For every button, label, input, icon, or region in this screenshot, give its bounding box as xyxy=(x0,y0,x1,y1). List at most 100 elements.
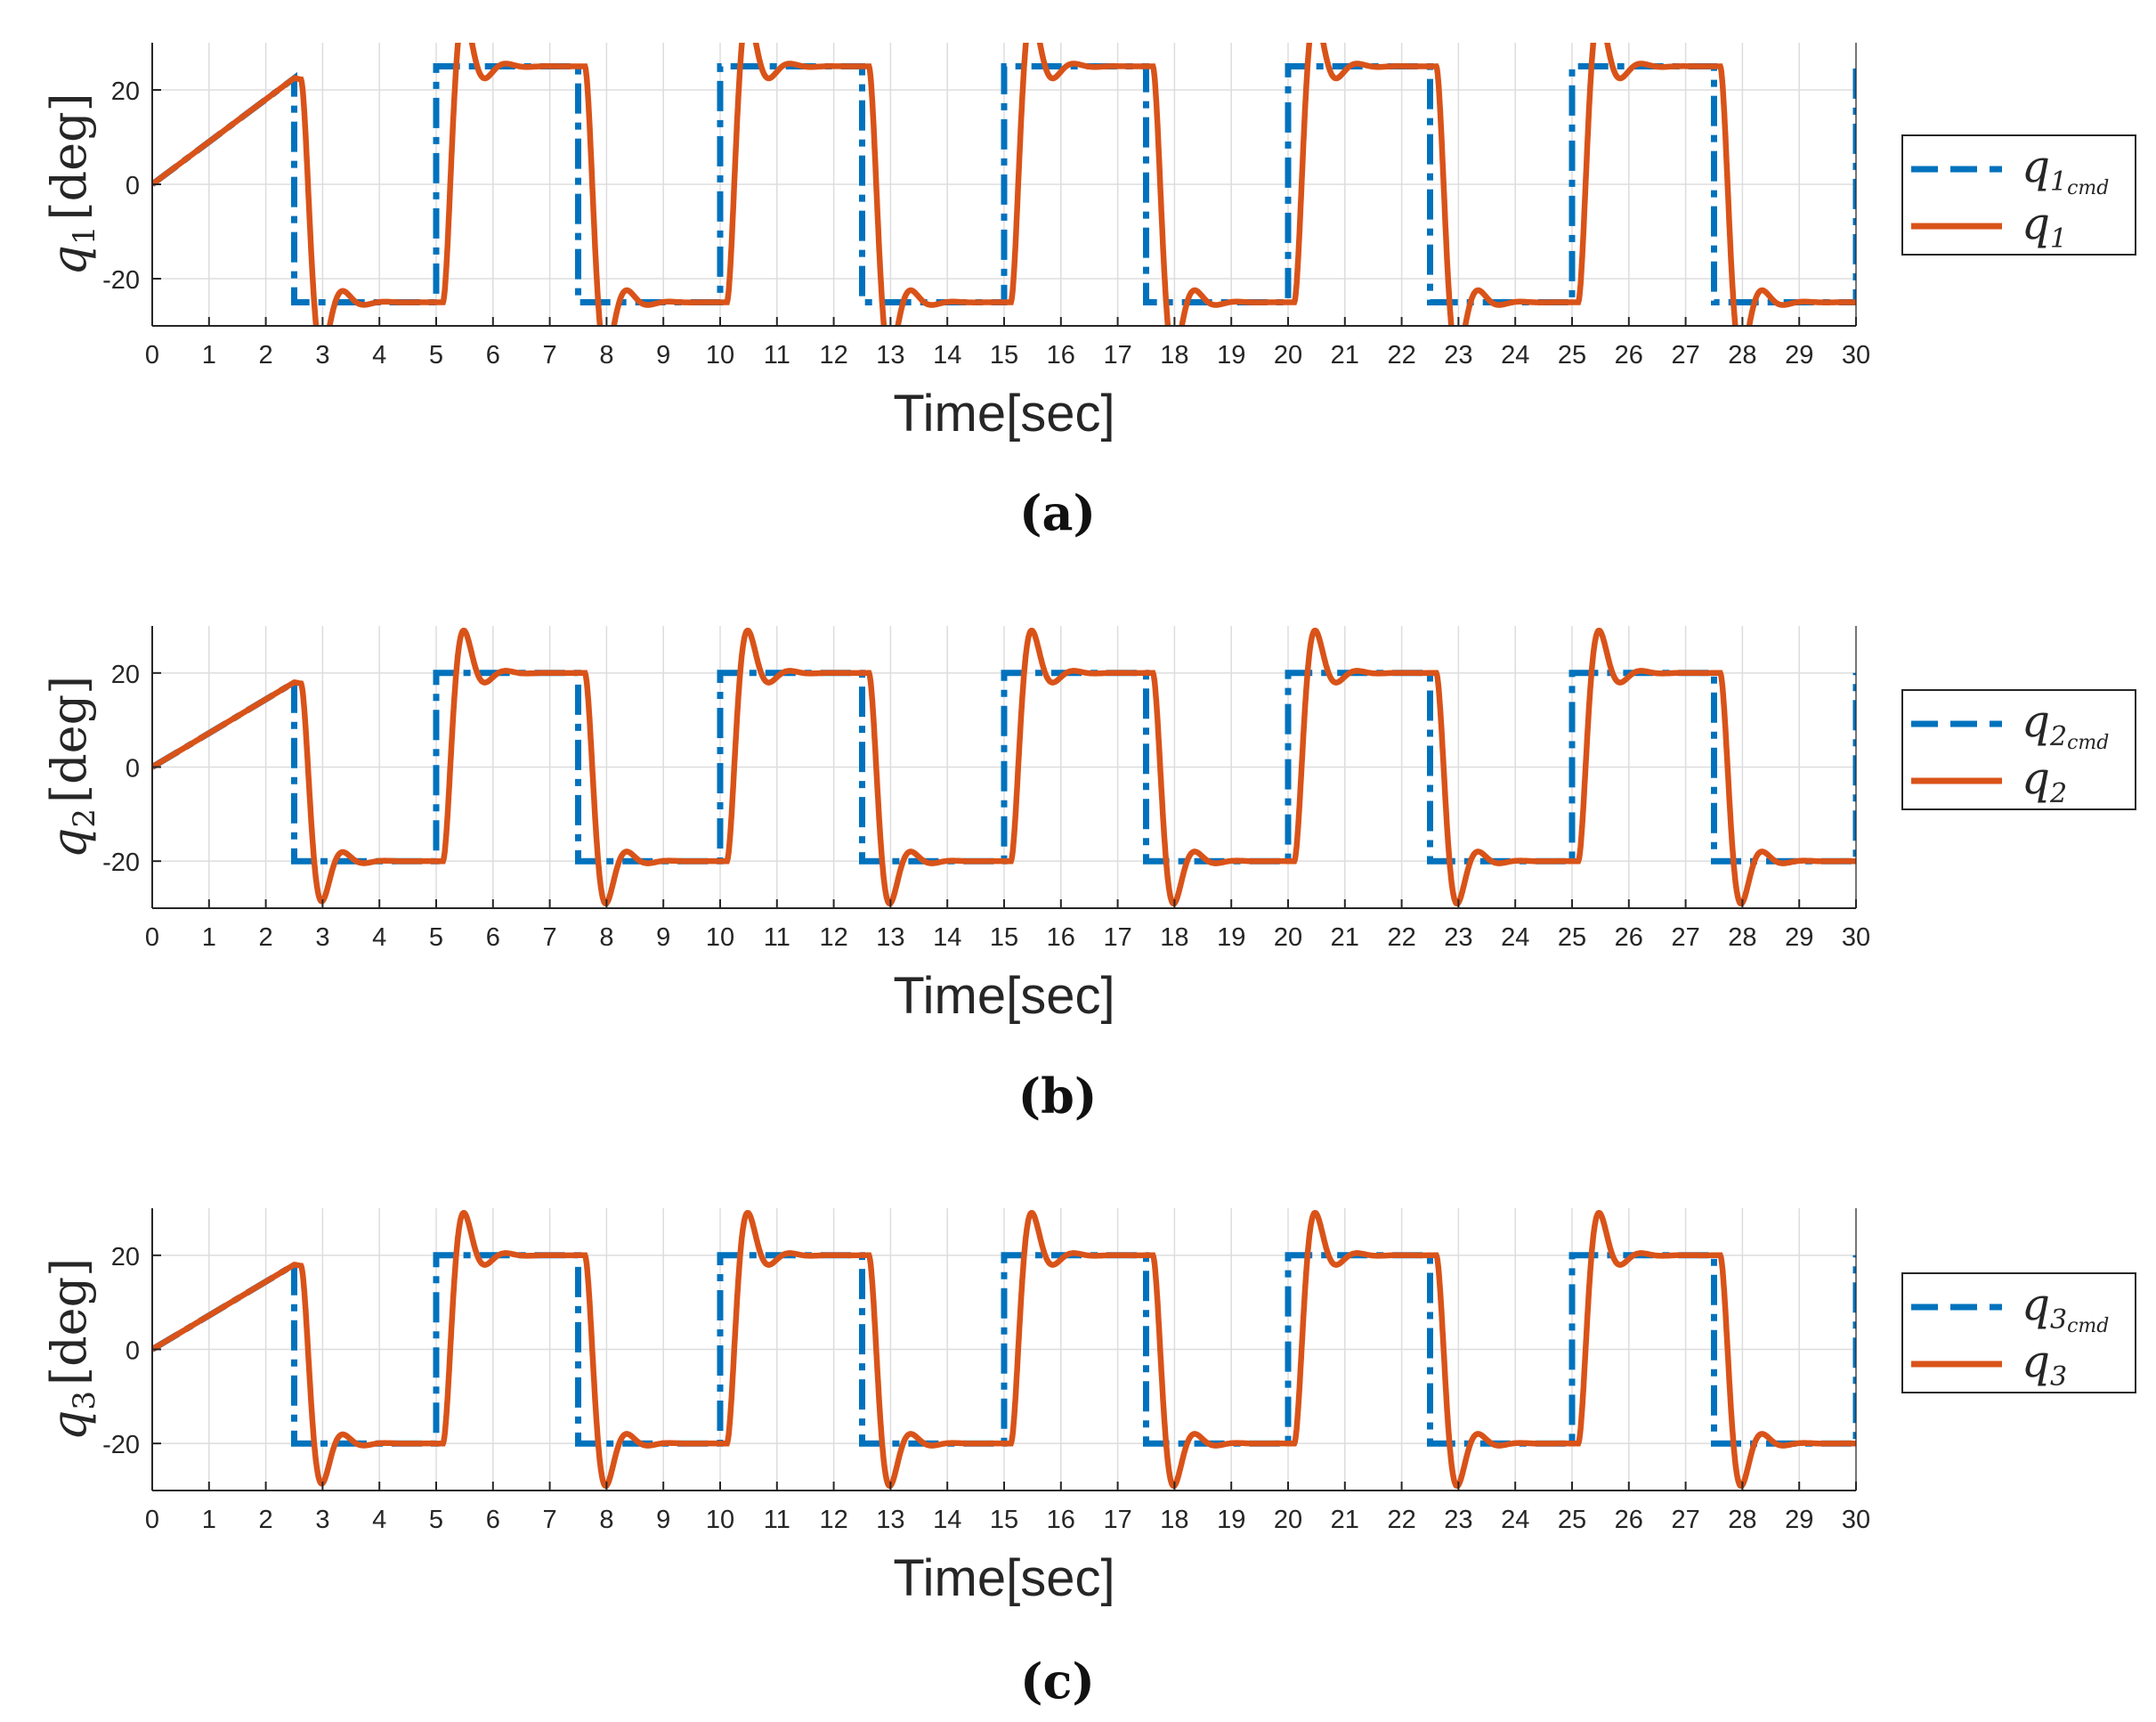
series-line-actual xyxy=(152,43,1856,326)
y-tick-label: 20 xyxy=(111,77,140,106)
legend-label-actual: q3 xyxy=(2022,1336,2067,1393)
x-tick-label: 13 xyxy=(876,923,904,952)
x-tick-label: 18 xyxy=(1160,1506,1188,1534)
legend-box xyxy=(1901,689,2136,810)
x-tick-label: 24 xyxy=(1501,1506,1529,1534)
x-tick-label: 7 xyxy=(543,1506,557,1534)
x-tick-label: 13 xyxy=(876,1506,904,1534)
y-tick-label: -20 xyxy=(102,1431,140,1459)
x-tick-label: 14 xyxy=(933,1506,961,1534)
x-axis-label: Time[sec] xyxy=(893,967,1114,1025)
x-tick-label: 16 xyxy=(1047,1506,1075,1534)
x-tick-label: 1 xyxy=(202,1506,216,1534)
x-tick-label: 24 xyxy=(1501,923,1529,952)
x-tick-label: 27 xyxy=(1671,923,1699,952)
x-tick-label: 0 xyxy=(145,341,159,370)
x-tick-label: 20 xyxy=(1274,341,1302,370)
x-tick-label: 6 xyxy=(486,341,500,370)
y-tick-label: 0 xyxy=(126,172,140,200)
x-tick-label: 23 xyxy=(1444,923,1472,952)
x-tick-label: 26 xyxy=(1615,1506,1643,1534)
x-tick-label: 4 xyxy=(372,1506,386,1534)
y-tick-label: 0 xyxy=(126,755,140,784)
series-line-command xyxy=(152,63,1856,305)
x-tick-label: 18 xyxy=(1160,341,1188,370)
x-tick-label: 16 xyxy=(1047,923,1075,952)
x-tick-label: 14 xyxy=(933,923,961,952)
panel-caption: (c) xyxy=(1020,1653,1095,1710)
x-tick-label: 1 xyxy=(202,341,216,370)
x-tick-label: 28 xyxy=(1728,923,1756,952)
chart-panel-3: 0 1 2 3 4 5 6 7 8 9 10 11 12 13 14 15 16 17 18 19 20 21 22 23 24… xyxy=(41,1208,2136,1710)
x-axis-label: Time[sec] xyxy=(893,385,1114,443)
x-tick-label: 2 xyxy=(259,923,273,952)
legend-label-command: q3cmd xyxy=(2022,1279,2109,1337)
x-tick-label: 26 xyxy=(1615,341,1643,370)
x-tick-label: 25 xyxy=(1558,341,1586,370)
x-tick-label: 22 xyxy=(1387,1506,1415,1534)
panel-caption: (a) xyxy=(1019,484,1096,541)
x-tick-label: 11 xyxy=(764,341,790,370)
x-tick-label: 1 xyxy=(202,923,216,952)
x-tick-label: 3 xyxy=(315,923,329,952)
x-tick-label: 9 xyxy=(656,1506,670,1534)
x-tick-label: 11 xyxy=(764,1506,790,1534)
x-tick-label: 12 xyxy=(819,1506,847,1534)
series-line-command xyxy=(152,670,1856,865)
legend-box xyxy=(1901,1272,2136,1393)
y-axis-label: q1[deg] xyxy=(41,93,102,275)
x-tick-label: 10 xyxy=(706,1506,734,1534)
x-tick-label: 8 xyxy=(599,923,613,952)
x-tick-label: 23 xyxy=(1444,1506,1472,1534)
x-tick-label: 10 xyxy=(706,923,734,952)
legend-label-command: q2cmd xyxy=(2022,695,2109,754)
chart-panel-2: 0 1 2 3 4 5 6 7 8 9 10 11 12 13 14 15 16 17 18 19 20 21 22 23 24… xyxy=(41,626,2136,1125)
chart-panel-1: 0 1 2 3 4 5 6 7 8 9 10 11 12 13 14 15 16 17 18 19 20 21 22 23 24… xyxy=(41,43,2136,541)
x-tick-label: 22 xyxy=(1387,923,1415,952)
x-tick-label: 30 xyxy=(1842,1506,1870,1534)
series-line-command xyxy=(152,1252,1856,1447)
x-tick-label: 20 xyxy=(1274,1506,1302,1534)
x-tick-label: 5 xyxy=(429,341,443,370)
x-tick-label: 2 xyxy=(259,1506,273,1534)
x-tick-label: 20 xyxy=(1274,923,1302,952)
x-tick-label: 12 xyxy=(819,923,847,952)
y-tick-label: 20 xyxy=(111,661,140,689)
x-tick-label: 23 xyxy=(1444,341,1472,370)
x-tick-label: 9 xyxy=(656,923,670,952)
y-tick-label: -20 xyxy=(102,849,140,877)
y-tick-label: 20 xyxy=(111,1243,140,1271)
y-axis-label: q2[deg] xyxy=(41,676,102,858)
x-tick-label: 9 xyxy=(656,341,670,370)
panel-caption: (b) xyxy=(1018,1068,1098,1125)
x-axis-label: Time[sec] xyxy=(893,1549,1114,1607)
x-tick-label: 0 xyxy=(145,923,159,952)
x-tick-label: 17 xyxy=(1103,923,1131,952)
x-tick-label: 27 xyxy=(1671,341,1699,370)
x-tick-label: 18 xyxy=(1160,923,1188,952)
x-tick-label: 28 xyxy=(1728,1506,1756,1534)
x-tick-label: 21 xyxy=(1331,341,1359,370)
x-tick-label: 22 xyxy=(1387,341,1415,370)
x-tick-label: 11 xyxy=(764,923,790,952)
x-tick-label: 30 xyxy=(1842,341,1870,370)
x-tick-label: 19 xyxy=(1217,341,1245,370)
x-tick-label: 0 xyxy=(145,1506,159,1534)
x-tick-label: 16 xyxy=(1047,341,1075,370)
x-tick-label: 4 xyxy=(372,923,386,952)
x-tick-label: 21 xyxy=(1331,1506,1359,1534)
x-tick-label: 28 xyxy=(1728,341,1756,370)
x-tick-label: 5 xyxy=(429,923,443,952)
x-tick-label: 29 xyxy=(1785,341,1813,370)
legend-label-command: q1cmd xyxy=(2022,141,2109,199)
x-tick-label: 5 xyxy=(429,1506,443,1534)
x-tick-label: 8 xyxy=(599,341,613,370)
x-tick-label: 21 xyxy=(1331,923,1359,952)
series-line-actual xyxy=(152,1209,1856,1490)
x-tick-label: 29 xyxy=(1785,923,1813,952)
x-tick-label: 24 xyxy=(1501,341,1529,370)
x-tick-label: 15 xyxy=(990,341,1018,370)
